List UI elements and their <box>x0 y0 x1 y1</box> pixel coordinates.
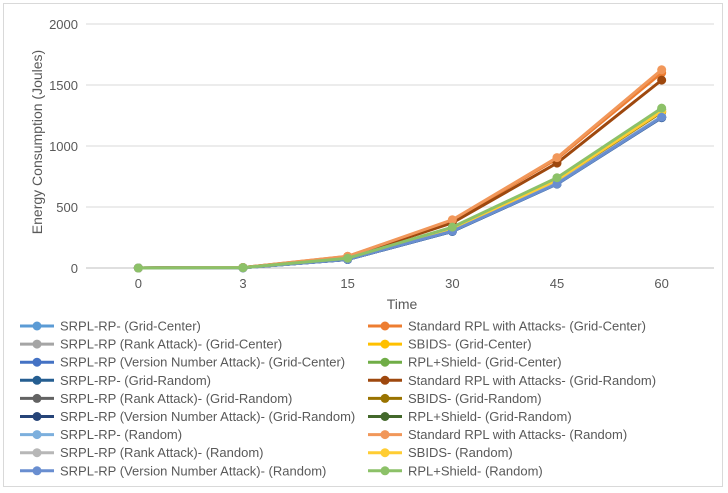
legend-swatch-marker <box>32 448 42 458</box>
series-lines <box>133 65 667 273</box>
legend-item: SBIDS- (Grid-Random) <box>368 391 542 406</box>
x-axis-ticks: 0 3 15 30 45 60 <box>135 276 669 291</box>
series-line <box>133 112 667 273</box>
gridlines <box>86 23 714 269</box>
legend-label: Standard RPL with Attacks- (Random) <box>408 427 627 442</box>
y-tick-label: 1500 <box>49 78 78 93</box>
legend-label: SRPL-RP (Version Number Attack)- (Grid-R… <box>60 409 355 424</box>
legend-swatch-marker <box>380 430 390 440</box>
legend-swatch-marker <box>32 412 42 421</box>
series-path <box>138 115 663 270</box>
series-path <box>138 106 663 270</box>
series-line <box>133 113 667 273</box>
legend-swatch-marker <box>380 466 390 476</box>
legend-label: SRPL-RP (Rank Attack)- (Grid-Center) <box>60 337 282 352</box>
series-line <box>133 112 667 273</box>
legend-label: SRPL-RP- (Grid-Random) <box>60 373 211 388</box>
data-point <box>657 65 667 75</box>
data-point <box>238 263 248 273</box>
legend: SRPL-RP- (Grid-Center) Standard RPL with … <box>20 319 656 478</box>
y-axis-title: Energy Consumption (Joules) <box>29 50 45 234</box>
legend-swatch-marker <box>380 339 390 349</box>
series-line <box>133 103 667 273</box>
legend-item: SRPL-RP (Rank Attack)- (Grid-Center) <box>20 337 282 352</box>
legend-swatch-marker <box>380 448 390 458</box>
data-point <box>552 153 562 163</box>
y-tick-label: 0 <box>71 261 78 276</box>
series-line <box>133 112 667 273</box>
data-point <box>133 263 143 273</box>
legend-swatch-marker <box>32 466 42 476</box>
legend-swatch-marker <box>32 357 42 367</box>
x-tick-label: 15 <box>340 276 354 291</box>
data-point <box>447 222 457 232</box>
data-point <box>657 112 667 122</box>
legend-item: SBIDS- (Grid-Center) <box>368 337 532 352</box>
legend-label: SRPL-RP- (Random) <box>60 427 182 442</box>
legend-label: SBIDS- (Grid-Random) <box>408 391 542 406</box>
legend-item: SRPL-RP- (Random) <box>20 427 182 442</box>
legend-label: SRPL-RP (Rank Attack)- (Random) <box>60 445 264 460</box>
legend-item: SRPL-RP- (Grid-Random) <box>20 373 211 388</box>
legend-item: RPL+Shield- (Grid-Center) <box>368 355 562 370</box>
legend-label: SBIDS- (Random) <box>408 445 513 460</box>
legend-label: RPL+Shield- (Random) <box>408 463 543 478</box>
chart-area: 0 500 1000 1500 2000 0 3 15 30 45 60 Time Energy … <box>3 3 723 487</box>
legend-label: Standard RPL with Attacks- (Grid-Random) <box>408 373 656 388</box>
x-tick-label: 45 <box>550 276 564 291</box>
legend-item: RPL+Shield- (Random) <box>368 463 543 478</box>
legend-label: SRPL-RP (Version Number Attack)- (Grid-C… <box>60 355 345 370</box>
legend-swatch-marker <box>380 375 390 385</box>
legend-swatch-marker <box>380 357 390 367</box>
data-point <box>447 215 457 225</box>
legend-item: SRPL-RP (Version Number Attack)- (Grid-R… <box>20 409 355 424</box>
legend-item: SBIDS- (Random) <box>368 445 513 460</box>
legend-item: Standard RPL with Attacks- (Grid-Center) <box>368 319 646 334</box>
legend-label: SRPL-RP- (Grid-Center) <box>60 319 201 334</box>
legend-item: Standard RPL with Attacks- (Random) <box>368 427 627 442</box>
legend-item: SRPL-RP (Version Number Attack)- (Grid-C… <box>20 355 345 370</box>
y-tick-label: 2000 <box>49 17 78 32</box>
series-path <box>138 78 663 270</box>
series-line <box>133 105 667 273</box>
legend-label: SRPL-RP (Version Number Attack)- (Random… <box>60 463 326 478</box>
x-tick-label: 0 <box>135 276 142 291</box>
legend-item: Standard RPL with Attacks- (Grid-Random) <box>368 373 656 388</box>
y-axis-ticks: 0 500 1000 1500 2000 <box>49 17 78 276</box>
data-point <box>343 253 353 263</box>
legend-swatch-marker <box>380 321 390 331</box>
data-point <box>657 103 667 113</box>
line-chart: 0 500 1000 1500 2000 0 3 15 30 45 60 Time Energy … <box>20 17 714 478</box>
x-axis-title: Time <box>387 296 418 312</box>
legend-swatch-marker <box>32 321 42 331</box>
legend-item: RPL+Shield- (Grid-Random) <box>368 409 572 424</box>
legend-label: RPL+Shield- (Grid-Center) <box>408 355 562 370</box>
legend-swatch-marker <box>32 430 42 440</box>
x-tick-label: 3 <box>239 276 246 291</box>
legend-swatch-marker <box>32 375 42 385</box>
series-line <box>133 112 667 273</box>
legend-label: SBIDS- (Grid-Center) <box>408 337 532 352</box>
legend-swatch-marker <box>32 339 42 349</box>
legend-item: SRPL-RP (Version Number Attack)- (Random… <box>20 463 326 478</box>
data-point <box>657 75 667 85</box>
legend-item: SRPL-RP (Rank Attack)- (Grid-Random) <box>20 391 292 406</box>
x-tick-label: 60 <box>654 276 668 291</box>
legend-swatch-marker <box>380 393 390 403</box>
legend-label: RPL+Shield- (Grid-Random) <box>408 409 572 424</box>
legend-item: SRPL-RP- (Grid-Center) <box>20 319 201 334</box>
legend-swatch-marker <box>380 412 390 421</box>
series-line <box>133 104 667 273</box>
y-tick-label: 1000 <box>49 139 78 154</box>
legend-swatch-marker <box>32 393 42 403</box>
data-point <box>552 173 562 183</box>
y-tick-label: 500 <box>56 200 78 215</box>
legend-item: SRPL-RP (Rank Attack)- (Random) <box>20 445 264 460</box>
legend-label: SRPL-RP (Rank Attack)- (Grid-Random) <box>60 391 292 406</box>
x-tick-label: 30 <box>445 276 459 291</box>
legend-label: Standard RPL with Attacks- (Grid-Center) <box>408 319 646 334</box>
